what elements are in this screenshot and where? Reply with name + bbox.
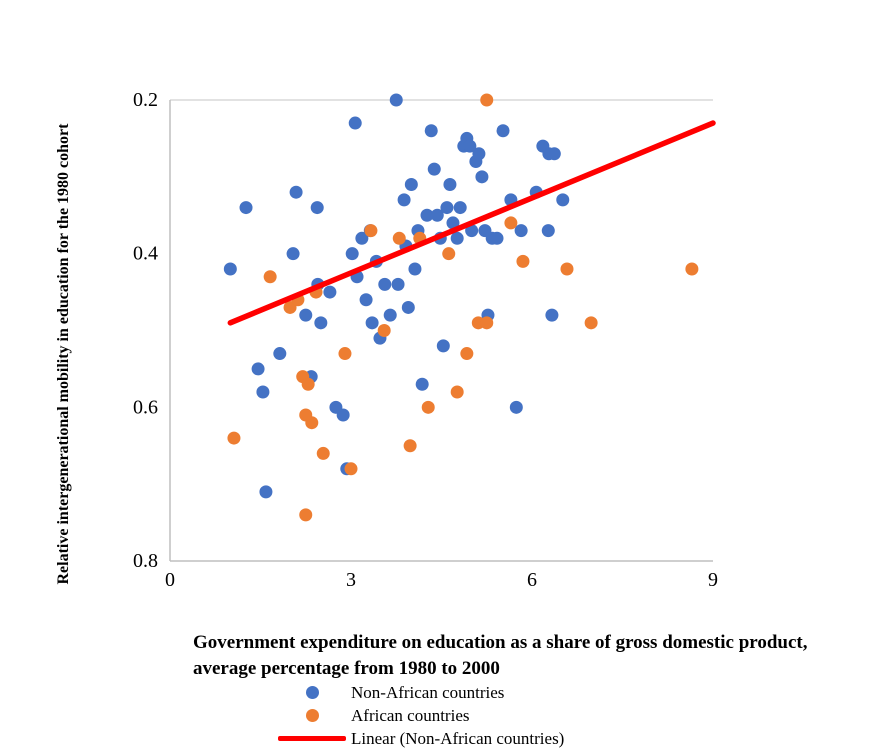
legend-item-african-countries: African countries <box>278 704 564 727</box>
scatter-point-non-african-countries <box>545 308 559 322</box>
scatter-point-non-african-countries <box>314 316 328 330</box>
scatter-point-african-countries <box>316 446 330 460</box>
scatter-point-african-countries <box>560 262 574 276</box>
scatter-point-non-african-countries <box>490 231 504 245</box>
scatter-point-non-african-countries <box>475 170 489 184</box>
scatter-point-non-african-countries <box>424 124 438 138</box>
scatter-point-african-countries <box>263 270 277 284</box>
scatter-point-african-countries <box>344 462 358 476</box>
red-trend-line-icon <box>278 736 346 741</box>
scatter-point-african-countries <box>364 224 378 238</box>
legend-marker <box>278 736 346 741</box>
scatter-point-african-countries <box>305 416 319 430</box>
legend-label-linear-trend: Linear (Non-African countries) <box>351 728 565 748</box>
scatter-point-non-african-countries <box>251 362 265 376</box>
scatter-point-non-african-countries <box>259 485 273 499</box>
blue-dot-icon <box>305 686 319 699</box>
legend-label-non-african-countries: Non-African countries <box>351 682 505 702</box>
scatter-point-non-african-countries <box>463 139 477 153</box>
legend-marker <box>278 709 346 722</box>
scatter-point-african-countries <box>299 508 313 522</box>
scatter-point-non-african-countries <box>453 201 467 215</box>
scatter-point-non-african-countries <box>404 178 418 192</box>
scatter-point-african-countries <box>421 400 435 414</box>
scatter-point-non-african-countries <box>446 216 460 230</box>
scatter-point-non-african-countries <box>465 224 479 238</box>
scatter-point-african-countries <box>392 231 406 245</box>
y-tick-label: 0.4 <box>133 243 158 265</box>
orange-dot-icon <box>305 709 319 722</box>
chart-legend: Non-African countries African countries … <box>278 681 564 750</box>
scatter-point-african-countries <box>516 254 530 268</box>
scatter-point-non-african-countries <box>514 224 528 238</box>
scatter-point-non-african-countries <box>440 201 454 215</box>
scatter-point-african-countries <box>450 385 464 399</box>
scatter-point-african-countries <box>480 316 494 330</box>
scatter-point-non-african-countries <box>450 231 464 245</box>
scatter-point-non-african-countries <box>401 300 415 314</box>
scatter-point-african-countries <box>377 324 391 337</box>
trend-line <box>227 120 716 326</box>
scatter-point-non-african-countries <box>427 162 441 176</box>
scatter-point-non-african-countries <box>336 408 350 422</box>
scatter-point-non-african-countries <box>509 400 523 414</box>
scatter-point-non-african-countries <box>359 293 373 307</box>
x-tick-label: 9 <box>708 569 718 591</box>
scatter-point-non-african-countries <box>223 262 237 276</box>
scatter-point-non-african-countries <box>556 193 570 207</box>
scatter-point-non-african-countries <box>348 116 362 130</box>
scatter-point-african-countries <box>403 439 417 453</box>
scatter-point-african-countries <box>227 431 241 445</box>
scatter-point-african-countries <box>504 216 518 230</box>
scatter-point-non-african-countries <box>389 93 403 107</box>
y-tick-label: 0.8 <box>133 550 158 572</box>
scatter-point-non-african-countries <box>472 147 486 161</box>
scatter-point-non-african-countries <box>286 247 300 261</box>
scatter-point-non-african-countries <box>496 124 510 138</box>
scatter-point-non-african-countries <box>420 208 434 222</box>
y-tick-label: 0.6 <box>133 396 158 418</box>
scatter-point-non-african-countries <box>256 385 270 399</box>
scatter-point-non-african-countries <box>239 201 253 215</box>
scatter-point-non-african-countries <box>436 339 450 353</box>
x-axis-title: Government expenditure on education as a… <box>193 632 808 679</box>
scatter-point-non-african-countries <box>547 147 561 161</box>
scatter-point-non-african-countries <box>415 377 429 391</box>
scatter-point-non-african-countries <box>355 231 369 245</box>
scatter-point-non-african-countries <box>541 224 555 238</box>
x-tick-label: 0 <box>165 569 175 591</box>
scatter-point-african-countries <box>584 316 598 330</box>
scatter-point-non-african-countries <box>378 277 392 291</box>
scatter-point-african-countries <box>301 377 315 391</box>
scatter-point-non-african-countries <box>289 185 303 199</box>
scatter-point-non-african-countries <box>323 285 337 299</box>
scatter-point-non-african-countries <box>443 178 457 192</box>
scatter-point-non-african-countries <box>273 347 287 361</box>
scatter-point-non-african-countries <box>391 277 405 291</box>
scatter-point-non-african-countries <box>408 262 422 276</box>
legend-label-african-countries: African countries <box>351 705 470 725</box>
scatter-point-non-african-countries <box>310 201 324 215</box>
scatter-point-non-african-countries <box>299 308 313 322</box>
scatter-point-african-countries <box>480 93 494 107</box>
y-axis-title: Relative intergenerational mobility in e… <box>55 123 72 585</box>
scatter-point-non-african-countries <box>345 247 359 261</box>
scatter-point-non-african-countries <box>383 308 397 322</box>
scatter-point-non-african-countries <box>430 208 444 222</box>
scatter-point-african-countries <box>685 262 699 276</box>
scatter-point-non-african-countries <box>397 193 411 207</box>
legend-item-linear-trend: Linear (Non-African countries) <box>278 727 564 750</box>
legend-item-non-african-countries: Non-African countries <box>278 681 564 704</box>
scatter-point-non-african-countries <box>365 316 379 330</box>
y-tick-label: 0.2 <box>133 89 158 111</box>
scatter-point-african-countries <box>442 247 456 261</box>
x-tick-label: 6 <box>527 569 537 591</box>
scatter-point-african-countries <box>338 347 352 361</box>
scatter-point-african-countries <box>460 347 474 361</box>
legend-marker <box>278 686 346 699</box>
x-tick-label: 3 <box>346 569 356 591</box>
